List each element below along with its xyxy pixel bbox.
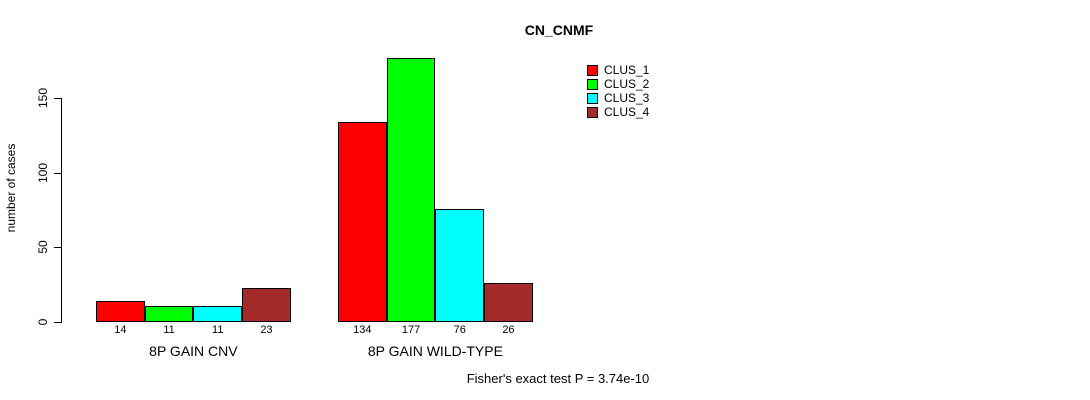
bar-value-label: 177 [401, 324, 421, 336]
y-tick-label: 50 [36, 240, 50, 255]
y-axis-label: number of cases [4, 143, 18, 233]
bar-clus_2 [144, 305, 194, 322]
legend-swatch [587, 64, 598, 76]
legend-item: CLUS_3 [587, 91, 649, 105]
y-tick-mark [54, 98, 61, 99]
legend-label: CLUS_4 [604, 105, 650, 119]
legend-label: CLUS_2 [604, 77, 650, 91]
bar-value-label: 134 [353, 324, 372, 336]
legend-swatch [587, 78, 598, 90]
bar-value-label: 11 [163, 324, 175, 336]
legend: CLUS_1 CLUS_2 CLUS_3 CLUS_4 [587, 63, 649, 119]
annotation-text: Fisher's exact test P = 3.74e-10 [466, 371, 650, 386]
legend-item: CLUS_2 [587, 77, 649, 91]
y-tick-mark [54, 172, 61, 174]
y-tick-label: 100 [36, 162, 50, 183]
bar-value-label: 23 [260, 324, 273, 336]
y-axis-line [61, 98, 62, 323]
y-tick-mark [54, 247, 61, 249]
bar-value-label: 14 [114, 324, 127, 336]
legend-swatch [587, 92, 598, 104]
y-tick-label: 0 [36, 318, 50, 326]
bar-value-label: 26 [502, 324, 515, 336]
chart-title: CN_CNMF [524, 22, 594, 38]
y-tick-label: 150 [36, 87, 50, 109]
bar-clus_1 [96, 301, 145, 322]
legend-item: CLUS_4 [587, 105, 649, 119]
bar-clus_3 [435, 208, 485, 322]
y-tick-mark [54, 322, 61, 323]
bar-value-label: 76 [453, 324, 466, 336]
bar-clus_3 [193, 305, 243, 322]
bar-clus_4 [484, 283, 533, 322]
legend-label: CLUS_3 [604, 91, 650, 105]
legend-swatch [587, 106, 598, 118]
x-axis-group-label: 8P GAIN WILD-TYPE [367, 343, 503, 359]
bar-value-label: 11 [212, 324, 224, 336]
bar-clus_4 [242, 287, 291, 322]
legend-label: CLUS_1 [604, 63, 650, 77]
bar-clus_1 [338, 121, 387, 322]
legend-item: CLUS_1 [587, 63, 649, 77]
bar-clus_2 [386, 57, 436, 322]
x-axis-group-label: 8P GAIN CNV [149, 343, 238, 359]
